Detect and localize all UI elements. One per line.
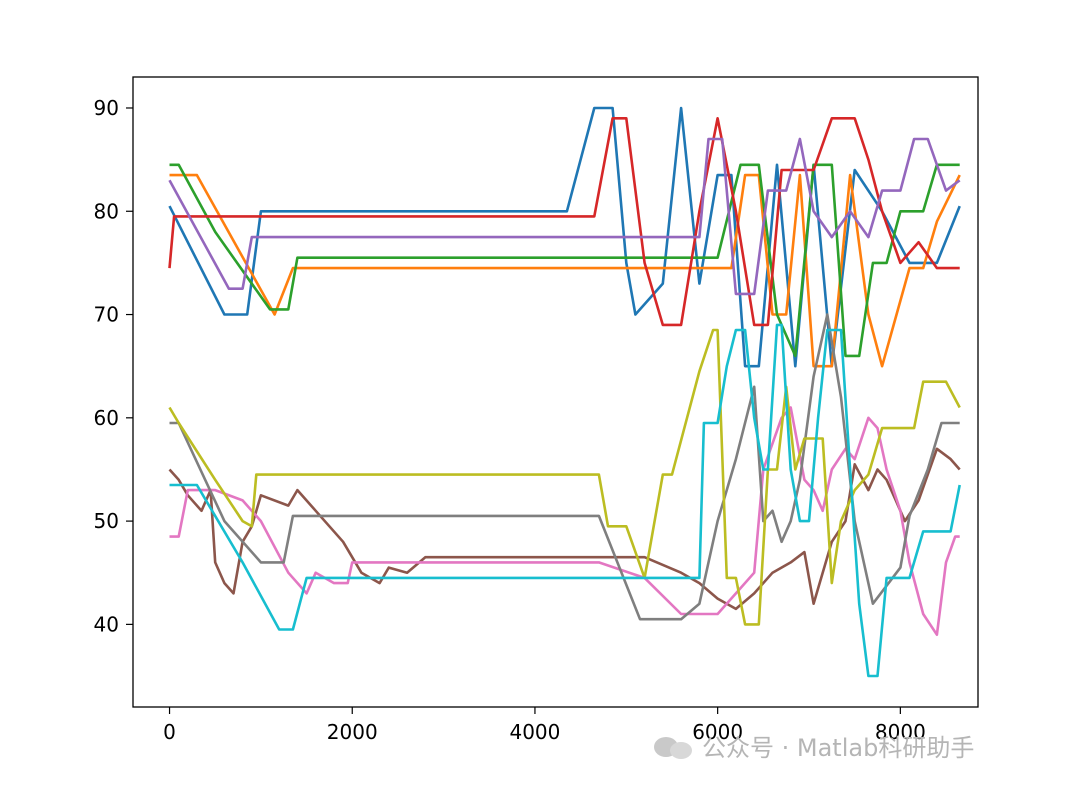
x-tick-label: 2000 (327, 720, 378, 744)
axes-frame (132, 76, 979, 708)
y-tick-label: 90 (94, 96, 119, 120)
y-tick-label: 40 (94, 612, 119, 636)
x-tick-label: 8000 (875, 720, 926, 744)
series-line-6 (168, 447, 961, 611)
plot-area (133, 77, 978, 707)
series-line-5 (168, 137, 961, 296)
series-line-3 (169, 163, 960, 358)
ticks-layer: 0 2000 4000 6000 8000 40 50 60 70 80 90 (94, 96, 926, 744)
series-line-2 (169, 173, 961, 368)
series-line-10 (169, 323, 961, 678)
watermark-text: 公众号 · Matlab科研助手 (702, 734, 975, 762)
wechat-icon (652, 731, 696, 761)
y-tick-label: 50 (94, 509, 119, 533)
series-line-9 (168, 328, 961, 626)
y-tick-label: 60 (94, 406, 119, 430)
series-layer (168, 106, 961, 678)
watermark: 公众号 · Matlab科研助手 (652, 728, 974, 763)
series-line-7 (169, 406, 960, 637)
y-tick-label: 70 (94, 303, 119, 327)
x-tick-label: 6000 (692, 720, 743, 744)
x-tick-label: 4000 (509, 720, 560, 744)
series-line-8 (169, 313, 960, 621)
y-tick-label: 80 (94, 199, 119, 223)
x-tick-label: 0 (163, 720, 176, 744)
series-line-4 (168, 117, 960, 327)
